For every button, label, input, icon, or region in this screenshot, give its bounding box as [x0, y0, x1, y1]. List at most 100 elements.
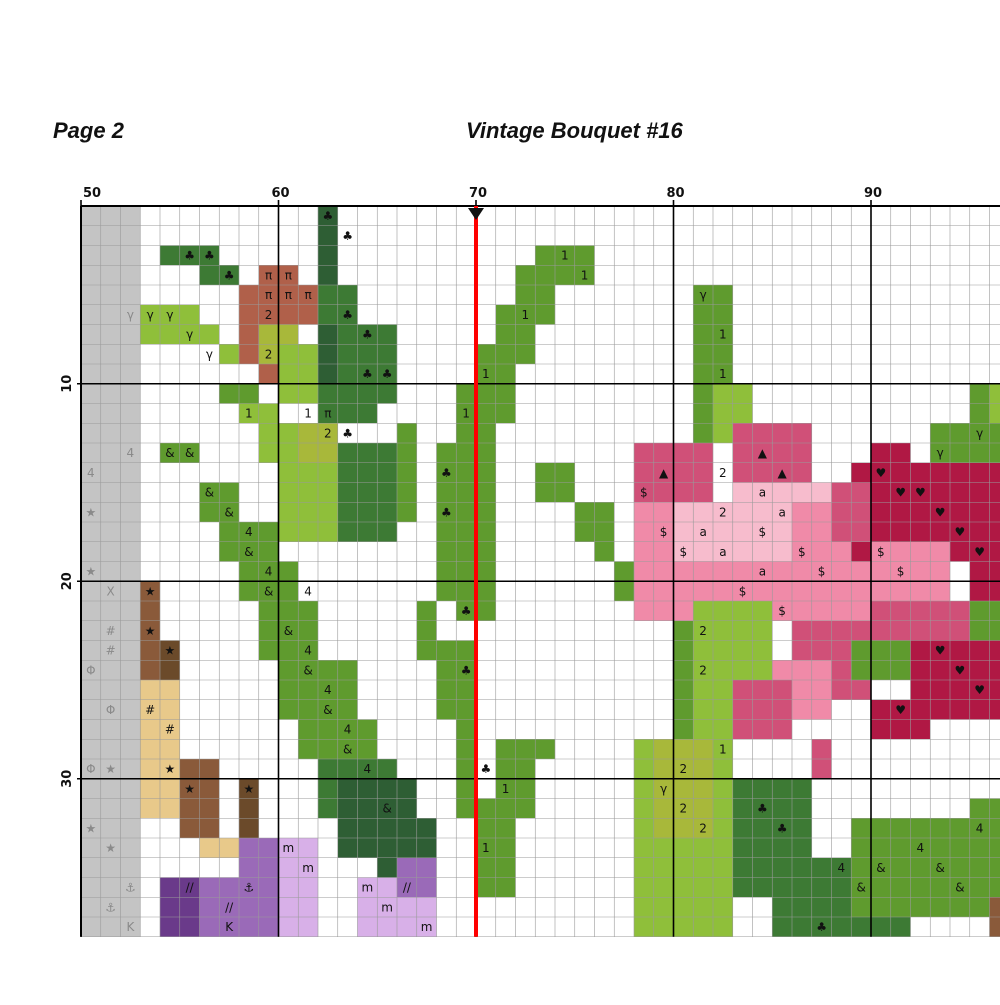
stitch-symbol: ★: [164, 644, 175, 658]
stitch-symbol: m: [381, 900, 393, 914]
stitch-symbol: γ: [127, 308, 134, 322]
stitch-symbol: K: [126, 920, 135, 934]
stitch-symbol: ♥: [895, 486, 906, 500]
column-label: 60: [271, 186, 289, 201]
column-label: 80: [666, 186, 684, 201]
stitch-symbol: &: [856, 881, 865, 895]
stitch-symbol: &: [323, 703, 332, 717]
stitch-symbol: $: [660, 525, 668, 539]
stitch-symbol: ★: [85, 565, 96, 579]
stitch-symbol: ⚓: [105, 900, 116, 914]
stitch-symbol: &: [284, 624, 293, 638]
stitch-symbol: 4: [304, 584, 312, 598]
column-label: 50: [83, 186, 101, 201]
stitch-symbol: $: [897, 565, 905, 579]
stitch-symbol: ♣: [816, 920, 827, 934]
stitch-symbol: &: [224, 505, 233, 519]
stitch-symbol: γ: [937, 446, 944, 460]
stitch-symbol: 4: [304, 644, 312, 658]
stitch-symbol: γ: [660, 782, 667, 796]
stitch-symbol: $: [778, 604, 786, 618]
stitch-symbol: ★: [145, 584, 156, 598]
stitch-symbol: 2: [265, 308, 273, 322]
stitch-symbol: 1: [719, 328, 727, 342]
row-label: 10: [60, 375, 75, 393]
stitch-symbol: ★: [164, 762, 175, 776]
stitch-symbol: γ: [700, 288, 707, 302]
stitch-symbol: &: [876, 861, 885, 875]
stitch-symbol: 2: [699, 624, 707, 638]
stitch-region: [417, 601, 437, 660]
stitch-symbol: ♥: [875, 466, 886, 480]
stitch-symbol: &: [185, 446, 194, 460]
stitch-symbol: 4: [917, 841, 925, 855]
stitch-symbol: 2: [699, 663, 707, 677]
stitch-symbol: ★: [145, 624, 156, 638]
stitch-symbol: 4: [265, 565, 273, 579]
stitch-symbol: #: [145, 703, 155, 717]
stitch-symbol: ♣: [441, 505, 452, 519]
stitch-symbol: ♣: [224, 268, 235, 282]
stitch-symbol: #: [165, 723, 175, 737]
stitch-symbol: ▲: [758, 446, 768, 460]
stitch-symbol: &: [935, 861, 944, 875]
stitch-symbol: 1: [245, 407, 253, 421]
stitch-symbol: m: [421, 920, 433, 934]
stitch-symbol: γ: [976, 426, 983, 440]
stitch-symbol: $: [877, 545, 885, 559]
stitch-symbol: π: [305, 288, 312, 302]
stitch-symbol: &: [205, 486, 214, 500]
stitch-region: [397, 423, 417, 522]
stitch-symbol: 1: [719, 367, 727, 381]
stitch-symbol: ♣: [342, 229, 353, 243]
stitch-symbol: γ: [147, 308, 154, 322]
stitch-symbol: ♥: [895, 703, 906, 717]
stitch-symbol: π: [324, 407, 331, 421]
stitch-symbol: ♥: [974, 683, 985, 697]
stitch-symbol: $: [818, 565, 826, 579]
stitch-symbol: 2: [699, 821, 707, 835]
stitch-symbol: 1: [304, 407, 312, 421]
stitch-symbol: $: [798, 545, 806, 559]
stitch-symbol: ♣: [204, 249, 215, 263]
stitch-symbol: 4: [127, 446, 135, 460]
row-label: 30: [60, 770, 75, 788]
stitch-symbol: ♥: [974, 545, 985, 559]
column-label: 90: [864, 186, 882, 201]
stitch-symbol: 1: [462, 407, 470, 421]
stitch-symbol: ♣: [362, 328, 373, 342]
stitch-symbol: //: [403, 881, 412, 895]
stitch-symbol: &: [955, 881, 964, 895]
stitch-symbol: 4: [976, 821, 984, 835]
stitch-symbol: #: [106, 624, 116, 638]
stitch-symbol: π: [285, 288, 292, 302]
stitch-symbol: 1: [502, 782, 510, 796]
stitch-symbol: #: [106, 644, 116, 658]
stitch-symbol: ♥: [915, 486, 926, 500]
stitch-region: [535, 739, 555, 759]
stitch-symbol: 2: [680, 802, 688, 816]
stitch-symbol: π: [265, 288, 272, 302]
stitch-symbol: γ: [206, 347, 213, 361]
column-label: 70: [469, 186, 487, 201]
stitch-symbol: π: [285, 268, 292, 282]
stitch-symbol: ♣: [322, 209, 333, 223]
stitch-symbol: ♣: [757, 802, 768, 816]
stitch-region: [733, 680, 792, 739]
stitch-symbol: &: [264, 584, 273, 598]
stitch-symbol: Ⅹ: [107, 584, 115, 598]
stitch-symbol: 4: [838, 861, 846, 875]
stitch-symbol: 1: [522, 308, 530, 322]
stitch-symbol: &: [165, 446, 174, 460]
stitch-symbol: ★: [105, 841, 116, 855]
stitch-symbol: 1: [482, 841, 490, 855]
stitch-symbol: 4: [344, 723, 352, 737]
stitch-symbol: //: [186, 881, 195, 895]
stitch-symbol: 1: [581, 268, 589, 282]
stitch-symbol: ♣: [342, 308, 353, 322]
stitch-symbol: 4: [245, 525, 253, 539]
stitch-symbol: ★: [105, 762, 116, 776]
stitch-symbol: ♣: [461, 663, 472, 677]
stitch-symbol: ♣: [184, 249, 195, 263]
